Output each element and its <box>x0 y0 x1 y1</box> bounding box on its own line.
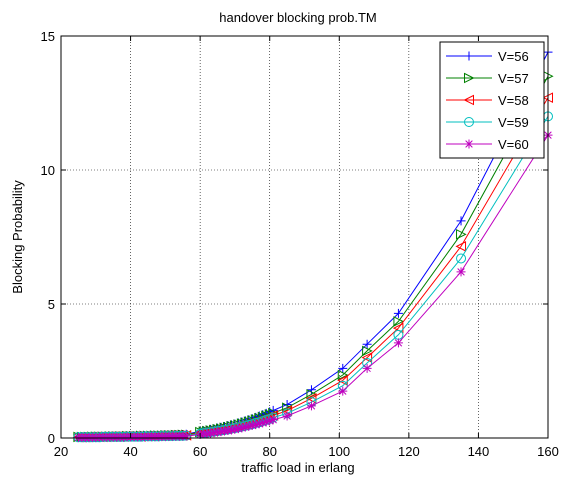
plot-area: 20 40 60 80 100 120 140 160051015V=56V=57V=58V=… <box>41 29 559 459</box>
data-point <box>456 253 467 264</box>
data-point <box>216 427 226 437</box>
data-point <box>223 425 233 435</box>
y-tick-label: 5 <box>48 297 55 312</box>
data-point <box>337 375 348 386</box>
y-axis-title: Blocking Probability <box>10 180 25 294</box>
legend-item: V=57 <box>446 71 529 86</box>
data-point <box>206 428 216 438</box>
data-point <box>338 386 348 396</box>
data-point <box>305 393 317 404</box>
x-tick-label: 20 <box>54 444 68 459</box>
data-point <box>337 369 349 381</box>
legend-label: V=58 <box>498 93 529 108</box>
legend-item: V=56 <box>446 49 529 64</box>
data-point <box>258 418 268 428</box>
x-tick-label: 80 <box>262 444 276 459</box>
x-tick-label: 60 <box>193 444 207 459</box>
x-tick-label: 160 <box>537 444 559 459</box>
legend-marker <box>464 139 474 149</box>
legend-item: V=60 <box>446 137 529 152</box>
legend-marker <box>464 51 474 61</box>
series-v-60 <box>73 130 553 442</box>
data-point <box>240 422 250 432</box>
legend-marker <box>463 94 474 106</box>
data-point <box>362 345 373 357</box>
chart-title: handover blocking prob.TM <box>219 10 377 25</box>
x-tick-label: 40 <box>123 444 137 459</box>
data-point <box>237 423 247 433</box>
data-point <box>362 339 372 349</box>
data-point <box>244 421 254 431</box>
data-point <box>209 428 219 438</box>
data-point <box>219 426 229 436</box>
data-point <box>226 425 236 435</box>
data-point <box>213 427 223 437</box>
x-tick-label: 120 <box>398 444 420 459</box>
data-point <box>393 316 405 327</box>
data-point <box>230 424 240 434</box>
data-point <box>393 338 403 348</box>
x-tick-label: 100 <box>328 444 350 459</box>
data-point <box>251 420 261 430</box>
plot-frame <box>60 35 549 439</box>
legend-label: V=57 <box>498 71 529 86</box>
data-point <box>361 352 373 363</box>
data-point <box>202 429 212 439</box>
data-point <box>265 416 275 426</box>
data-point <box>455 241 467 252</box>
data-point <box>282 411 292 421</box>
data-point <box>261 417 271 427</box>
legend-label: V=56 <box>498 49 529 64</box>
data-point <box>362 363 372 373</box>
legend: V=56 V=57 V=58 V=59 V=60 <box>439 41 545 159</box>
data-point <box>254 419 264 429</box>
legend-label: V=60 <box>498 137 529 152</box>
data-point <box>456 216 466 226</box>
data-point <box>306 401 316 411</box>
data-point <box>282 402 293 414</box>
x-tick-label: 140 <box>468 444 490 459</box>
data-point <box>247 420 257 430</box>
y-tick-label: 15 <box>41 29 55 44</box>
data-point <box>338 363 348 373</box>
data-point <box>306 385 316 395</box>
data-point <box>181 431 191 441</box>
legend-label: V=59 <box>498 115 529 130</box>
legend-marker <box>464 72 475 84</box>
legend-item: V=58 <box>446 93 529 108</box>
data-point <box>456 229 467 240</box>
y-tick-label: 0 <box>48 431 55 446</box>
data-point <box>268 415 278 425</box>
x-axis-title: traffic load in erlang <box>241 460 354 475</box>
y-tick-label: 10 <box>41 163 55 178</box>
data-point <box>456 267 466 277</box>
legend-item: V=59 <box>446 115 529 130</box>
data-point <box>393 308 403 318</box>
legend-marker <box>464 117 474 127</box>
data-point <box>233 424 243 434</box>
